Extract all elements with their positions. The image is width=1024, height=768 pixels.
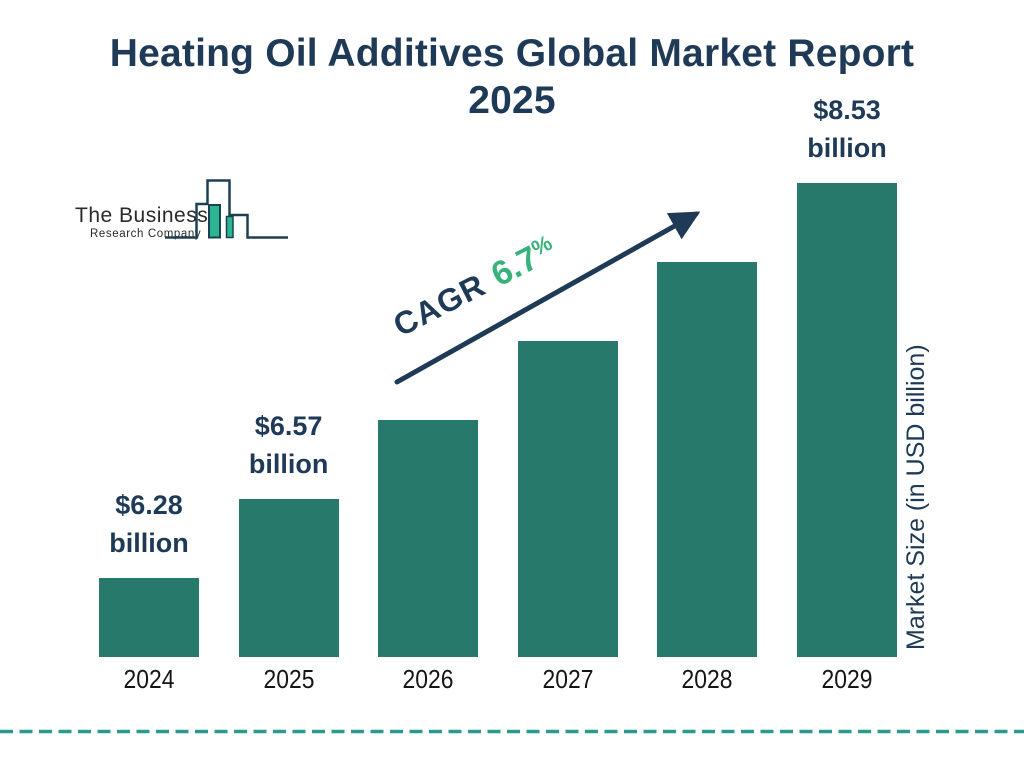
- cagr-annotation: CAGR6.7%: [387, 210, 603, 349]
- title-line-1: Heating Oil Additives Global Market Repo…: [109, 32, 915, 75]
- bar-2025: [238, 498, 339, 657]
- logo-bars-icon: [165, 179, 288, 239]
- bar-2024: [99, 578, 199, 657]
- bar-2029: [797, 182, 897, 657]
- x-tick-label-2024: 2024: [123, 664, 175, 694]
- title-line-2: 2025: [468, 79, 556, 122]
- x-tick-label-2027: 2027: [542, 664, 594, 694]
- company-logo: The Business Research Company: [70, 175, 300, 247]
- page-title: Heating Oil Additives Global Market Repo…: [0, 30, 1024, 124]
- bar-value-label-2024: $6.28 billion: [109, 490, 189, 558]
- x-tick-label-2029: 2029: [821, 664, 873, 694]
- x-tick-label-2025: 2025: [263, 664, 315, 694]
- logo-graphic: The Business Research Company: [75, 179, 288, 240]
- cagr-label: CAGR: [387, 266, 492, 344]
- bar-2027: [517, 340, 618, 657]
- bar-2028: [657, 261, 758, 657]
- bar-value-label-2029: $8.53 billion: [807, 94, 887, 163]
- x-tick-label-2026: 2026: [402, 664, 454, 694]
- y-axis-title: Market Size (in USD billion): [902, 344, 930, 650]
- bar-value-label-2025: $6.57 billion: [248, 410, 329, 479]
- bar-2026: [378, 419, 479, 657]
- logo-name-text: The Business: [75, 204, 208, 227]
- x-tick-label-2028: 2028: [681, 664, 733, 694]
